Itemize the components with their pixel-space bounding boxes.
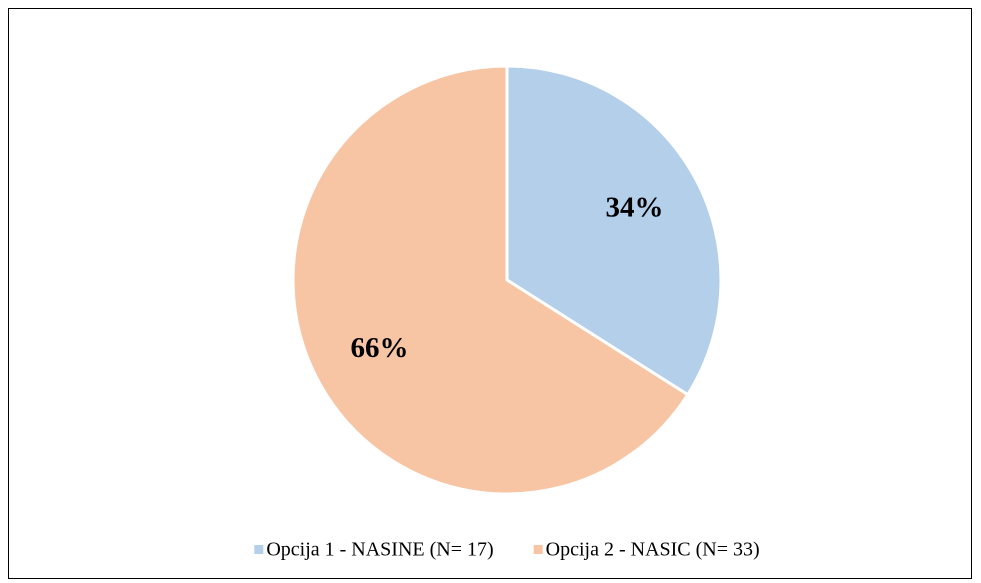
pie-slice [291,64,690,496]
data-label: 66% [350,332,408,364]
legend-label: Opcija 1 - NASINE (N= 17) [266,539,493,561]
data-label: 34% [606,192,664,224]
legend-swatch [254,545,264,554]
legend-swatch [533,545,543,554]
legend-label: Opcija 2 - NASIC (N= 33) [546,539,760,561]
